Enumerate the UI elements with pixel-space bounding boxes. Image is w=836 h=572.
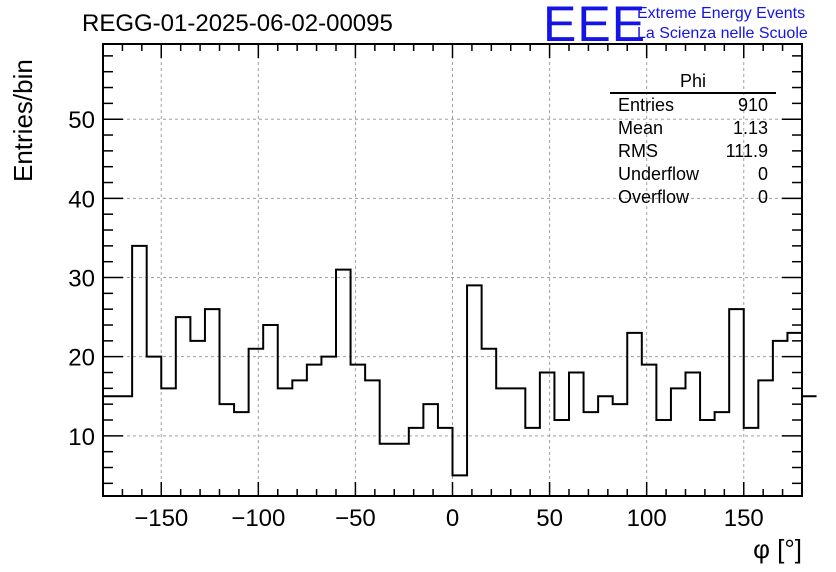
stats-row-rms: RMS 111.9 (610, 140, 776, 163)
histogram-bin (351, 365, 366, 496)
stats-value: 0 (757, 164, 768, 184)
histogram-bin (292, 380, 307, 496)
histogram-bin (671, 388, 686, 496)
stats-label: Underflow (618, 164, 700, 184)
logo-line-2: La Scienza nelle Scuole (637, 25, 808, 42)
y-tick-label: 40 (68, 186, 95, 213)
histogram-bin (715, 412, 730, 496)
histogram-bin (423, 404, 438, 496)
histogram-bin (642, 365, 657, 496)
histogram-bin (729, 309, 744, 496)
histogram-bin (161, 388, 176, 496)
stats-title: Phi (610, 70, 776, 94)
x-tick-label: 0 (446, 505, 459, 532)
histogram-bin (307, 365, 322, 496)
stats-label: Mean (618, 118, 664, 138)
chart-title: REGG-01-2025-06-02-00095 (82, 10, 393, 37)
histogram-bin (525, 428, 540, 496)
x-tick-label: 150 (724, 505, 764, 532)
histogram-bin (278, 388, 293, 496)
histogram-bin (482, 349, 497, 496)
stats-box: Phi Entries 910 Mean 1.13 RMS 111.9 Unde… (610, 70, 776, 209)
histogram-bin (190, 341, 205, 496)
histogram-bin (686, 373, 701, 496)
logo-line-1: Extreme Energy Events (637, 5, 806, 22)
histogram-bin (511, 388, 526, 496)
stats-row-overflow: Overflow 0 (610, 186, 776, 209)
stats-label: RMS (618, 141, 658, 161)
x-tick-label: 50 (536, 505, 563, 532)
histogram-bin (773, 341, 788, 496)
stats-label: Overflow (618, 187, 690, 207)
histogram-bin (438, 428, 453, 496)
histogram-bin (103, 396, 118, 496)
histogram-bin (802, 396, 817, 496)
histogram-bin (147, 357, 162, 496)
histogram-bin (744, 428, 759, 496)
x-tick-label: −100 (231, 505, 285, 532)
histogram-bin (554, 420, 569, 496)
plot-frame (102, 43, 803, 497)
histogram-bin (584, 412, 599, 496)
histogram-bin (394, 444, 409, 496)
stats-value: 910 (737, 95, 768, 115)
histogram-bin (627, 333, 642, 496)
histogram-bin (263, 325, 278, 496)
y-tick-label: 20 (68, 345, 95, 372)
histogram-bin (249, 349, 264, 496)
histogram-bin (656, 420, 671, 496)
histogram-bin (496, 388, 511, 496)
logo-caption: Extreme Energy Events La Scienza nelle S… (637, 4, 808, 44)
histogram-bin (380, 444, 395, 496)
histogram-bin (321, 357, 336, 496)
histogram-bin (453, 475, 468, 496)
histogram-bin (132, 246, 147, 496)
histogram-bin (220, 404, 235, 496)
histogram-bin (365, 380, 380, 496)
stats-row-mean: Mean 1.13 (610, 117, 776, 140)
stats-row-underflow: Underflow 0 (610, 163, 776, 186)
x-tick-label: −50 (335, 505, 376, 532)
histogram-bin (613, 404, 628, 496)
histogram-bin (409, 428, 424, 496)
stats-label: Entries (618, 95, 675, 115)
x-tick-label: −150 (134, 505, 188, 532)
histogram-bin (598, 396, 613, 496)
histogram-bin (205, 309, 220, 496)
y-tick-label: 50 (68, 107, 95, 134)
stats-value: 0 (757, 187, 768, 207)
histogram-outline (103, 244, 817, 477)
y-axis-label: Entries/bin (8, 59, 38, 182)
stats-value: 1.13 (732, 118, 768, 138)
histogram-bin (336, 270, 351, 496)
histogram-bin (234, 412, 249, 496)
stats-value: 111.9 (725, 141, 768, 161)
histogram-bin (176, 317, 191, 496)
histogram-bin (569, 373, 584, 496)
x-tick-label: 100 (627, 505, 667, 532)
y-tick-label: 30 (68, 266, 95, 293)
stats-row-entries: Entries 910 (610, 94, 776, 117)
histogram-bin (467, 285, 482, 496)
eee-logo: EEE (543, 0, 647, 52)
histogram-bin (700, 420, 715, 496)
histogram-bin (758, 380, 773, 496)
y-tick-label: 10 (68, 424, 95, 451)
histogram-bin (540, 373, 555, 496)
histogram-bin (118, 396, 133, 496)
x-axis-label: φ [°] (753, 534, 802, 564)
